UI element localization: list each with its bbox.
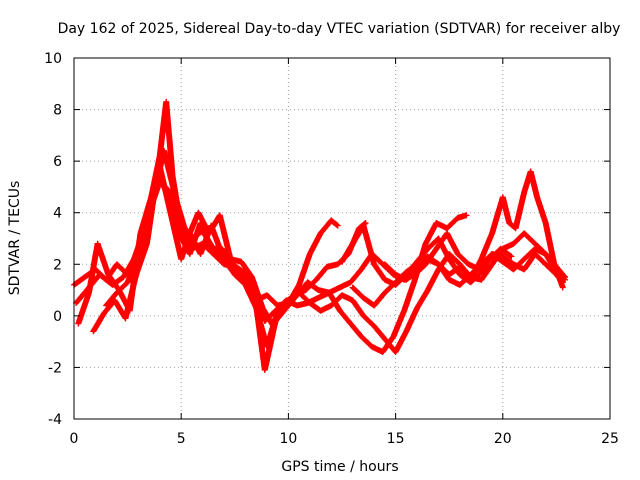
chart-title: Day 162 of 2025, Sidereal Day-to-day VTE… bbox=[58, 21, 621, 37]
x-axis-title: GPS time / hours bbox=[281, 459, 398, 475]
series-track-f bbox=[349, 168, 566, 309]
y-tick-label: 8 bbox=[53, 103, 62, 119]
point-markers bbox=[339, 222, 568, 288]
y-tick-label: 10 bbox=[44, 51, 62, 67]
y-tick-label: 6 bbox=[53, 154, 62, 170]
y-tick-label: 4 bbox=[53, 206, 62, 222]
y-tick-label: -4 bbox=[48, 412, 62, 428]
x-tick-label: 25 bbox=[601, 431, 619, 447]
data-points bbox=[71, 98, 568, 373]
x-tick-label: 5 bbox=[177, 431, 186, 447]
y-tick-label: 2 bbox=[53, 257, 62, 273]
axis-ticks: 0 5 10 15 20 25 -4 -2 0 2 4 6 8 10 bbox=[44, 51, 619, 447]
x-tick-label: 20 bbox=[494, 431, 512, 447]
x-tick-label: 10 bbox=[279, 431, 297, 447]
x-tick-label: 0 bbox=[70, 431, 79, 447]
point-markers bbox=[349, 168, 566, 309]
x-tick-label: 15 bbox=[387, 431, 405, 447]
series-track-h bbox=[339, 222, 568, 288]
y-axis-title: SDTVAR / TECUs bbox=[7, 181, 23, 296]
y-tick-label: 0 bbox=[53, 309, 62, 325]
plot-frame bbox=[73, 57, 611, 420]
y-tick-label: -2 bbox=[48, 360, 62, 376]
